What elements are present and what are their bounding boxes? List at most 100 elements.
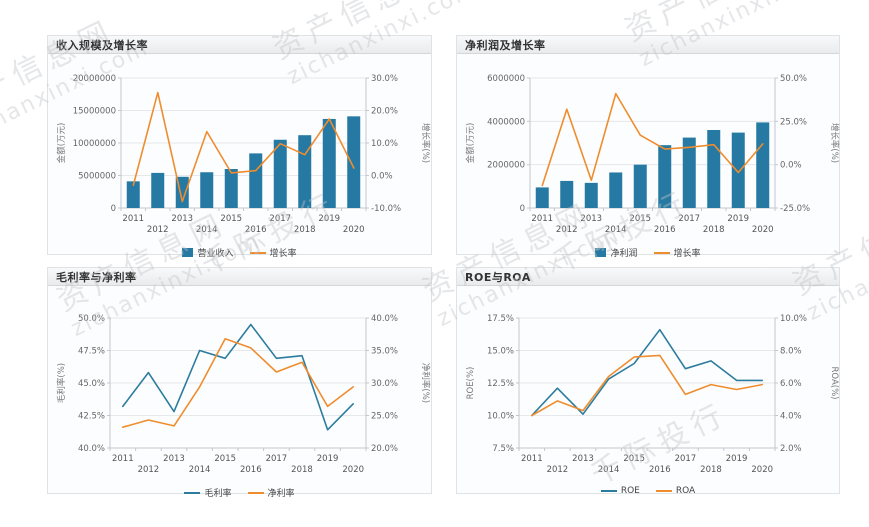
revenue-growth-chart: 0 5000000 10000000 15000000 20000000 -10.0% 0.… xyxy=(56,74,431,235)
svg-text:2000000: 2000000 xyxy=(487,161,525,171)
svg-text:10000000: 10000000 xyxy=(73,139,116,149)
net-profit-growth-chart: 0 2000000 4000000 6000000 -25.0% 0.0% 25.0% 50.… xyxy=(465,74,840,235)
chart-legend: 净利润 增长率 xyxy=(595,246,701,259)
svg-text:2017: 2017 xyxy=(266,454,288,464)
panel-header: 收入规模及增长率 xyxy=(48,36,431,54)
legend-line-swatch xyxy=(653,251,670,254)
margin-chart: 40.0% 42.5% 45.0% 47.5% 50.0% 20.0% 25.0% 30.0%… xyxy=(56,314,431,475)
panel-title: 毛利率与净利率 xyxy=(56,271,137,284)
svg-text:2011: 2011 xyxy=(122,214,144,224)
legend-item: 营业收入 xyxy=(182,246,234,259)
legend-label: 净利润 xyxy=(610,249,638,259)
svg-text:2019: 2019 xyxy=(317,454,339,464)
svg-text:2016: 2016 xyxy=(648,465,670,475)
svg-text:2016: 2016 xyxy=(653,225,675,235)
legend-label: 增长率 xyxy=(269,249,297,259)
svg-text:10.0%: 10.0% xyxy=(371,139,398,149)
svg-text:2013: 2013 xyxy=(580,214,602,224)
legend-label: 净利率 xyxy=(267,489,295,499)
legend-item: 净利率 xyxy=(247,486,295,499)
svg-text:2017: 2017 xyxy=(269,214,291,224)
legend-line-swatch xyxy=(249,251,266,254)
svg-text:2014: 2014 xyxy=(597,465,619,475)
svg-text:2013: 2013 xyxy=(171,214,193,224)
svg-text:2019: 2019 xyxy=(318,214,340,224)
chart-legend: ROE ROA xyxy=(600,486,696,496)
legend-item: ROA xyxy=(655,486,696,496)
svg-text:6.0%: 6.0% xyxy=(780,379,802,389)
svg-text:金额(万元): 金额(万元) xyxy=(465,123,476,164)
svg-text:0.0%: 0.0% xyxy=(371,172,393,182)
legend-item: 增长率 xyxy=(249,246,297,259)
svg-text:2011: 2011 xyxy=(520,454,542,464)
svg-text:-25.0%: -25.0% xyxy=(780,204,810,214)
panel-roe-roa: ROE与ROA 7.5% 10.0% 12.5% 15.0% 17.5% 2.0% 4.0%… xyxy=(456,267,840,496)
svg-text:2020: 2020 xyxy=(751,465,773,475)
legend-item: 毛利率 xyxy=(184,486,232,499)
panel-header: 净利润及增长率 xyxy=(457,36,839,54)
svg-text:ROA(%): ROA(%) xyxy=(829,367,839,400)
svg-text:2012: 2012 xyxy=(555,225,577,235)
legend-bar-swatch xyxy=(595,248,607,257)
svg-text:ROE(%): ROE(%) xyxy=(466,367,476,400)
svg-text:2013: 2013 xyxy=(572,454,594,464)
svg-text:2011: 2011 xyxy=(531,214,553,224)
chart-legend: 毛利率 净利率 xyxy=(184,486,295,499)
svg-text:20.0%: 20.0% xyxy=(371,444,398,454)
svg-text:2012: 2012 xyxy=(147,225,169,235)
svg-text:0: 0 xyxy=(519,204,524,214)
svg-text:5000000: 5000000 xyxy=(78,172,116,182)
svg-text:2016: 2016 xyxy=(240,465,262,475)
svg-text:2015: 2015 xyxy=(220,214,242,224)
panel-title: ROE与ROA xyxy=(465,271,531,284)
svg-text:2.0%: 2.0% xyxy=(780,444,802,454)
svg-text:20.0%: 20.0% xyxy=(371,107,398,117)
svg-text:2012: 2012 xyxy=(138,465,160,475)
svg-text:7.5%: 7.5% xyxy=(492,444,514,454)
roe-roa-chart: 7.5% 10.0% 12.5% 15.0% 17.5% 2.0% 4.0% 6.0% 8.0%… xyxy=(466,314,839,475)
svg-text:42.5%: 42.5% xyxy=(78,412,105,422)
legend-line-swatch xyxy=(247,491,264,494)
svg-text:增长率(%): 增长率(%) xyxy=(420,123,431,163)
chart-legend: 营业收入 增长率 xyxy=(182,246,297,259)
legend-item: 净利润 xyxy=(595,246,638,259)
svg-text:50.0%: 50.0% xyxy=(780,74,807,84)
svg-text:2017: 2017 xyxy=(678,214,700,224)
panel-net-profit-growth: 净利润及增长率 0 2000000 4000000 6000000 -25.0% 0.0%… xyxy=(456,35,840,259)
legend-label: ROE xyxy=(620,486,640,496)
panel-body: 0 2000000 4000000 6000000 -25.0% 0.0% 25.0% 50.… xyxy=(457,54,840,259)
legend-label: 营业收入 xyxy=(197,249,234,259)
svg-text:2019: 2019 xyxy=(727,214,749,224)
svg-text:0.0%: 0.0% xyxy=(780,161,802,171)
svg-text:25.0%: 25.0% xyxy=(780,117,807,127)
svg-text:6000000: 6000000 xyxy=(487,74,525,84)
panel-header: ROE与ROA xyxy=(457,268,839,286)
svg-text:4000000: 4000000 xyxy=(487,117,525,127)
svg-text:2018: 2018 xyxy=(702,225,724,235)
panel-gross-net-margin: 毛利率与净利率 40.0% 42.5% 45.0% 47.5% 50.0% 20.0% 25… xyxy=(47,267,432,499)
panel-title: 收入规模及增长率 xyxy=(56,39,148,52)
svg-text:35.0%: 35.0% xyxy=(371,347,398,357)
svg-text:15.0%: 15.0% xyxy=(486,347,513,357)
panel-body: 40.0% 42.5% 45.0% 47.5% 50.0% 20.0% 25.0% 30.0%… xyxy=(48,286,431,499)
svg-text:17.5%: 17.5% xyxy=(486,314,513,324)
legend-line-swatch xyxy=(655,490,672,492)
legend-line-swatch xyxy=(184,491,201,494)
svg-text:2013: 2013 xyxy=(163,454,185,464)
legend-label: ROA xyxy=(675,486,696,496)
svg-text:47.5%: 47.5% xyxy=(78,347,105,357)
svg-text:2018: 2018 xyxy=(700,465,722,475)
svg-text:增长率(%): 增长率(%) xyxy=(829,123,840,163)
svg-text:2014: 2014 xyxy=(604,225,626,235)
svg-text:2018: 2018 xyxy=(291,465,313,475)
svg-text:2020: 2020 xyxy=(343,225,365,235)
panel-revenue-growth: 收入规模及增长率 0 5000000 10000000 15000000 2000000… xyxy=(47,35,432,259)
svg-text:2015: 2015 xyxy=(623,454,645,464)
legend-bar-swatch xyxy=(182,248,194,257)
panel-body: 0 5000000 10000000 15000000 20000000 -10.0% 0.… xyxy=(48,54,431,259)
svg-text:2014: 2014 xyxy=(196,225,218,235)
svg-text:2011: 2011 xyxy=(112,454,134,464)
svg-text:45.0%: 45.0% xyxy=(78,379,105,389)
panel-header: 毛利率与净利率 xyxy=(48,268,431,286)
